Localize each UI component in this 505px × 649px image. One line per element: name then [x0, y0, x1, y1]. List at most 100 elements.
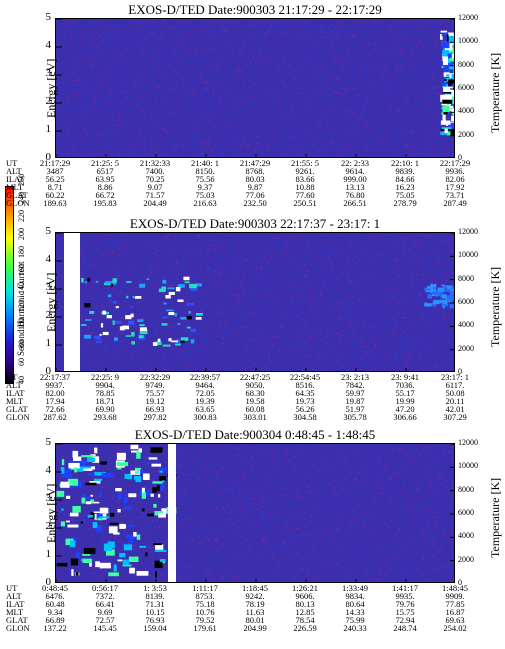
table-cell: 9.69	[97, 607, 113, 617]
table-cell: 56.26	[295, 404, 315, 414]
colorbar-tick: 60	[17, 358, 26, 366]
table-cell: 9937.	[45, 380, 65, 390]
table-cell: 50.08	[445, 388, 465, 398]
table-cell: 8150.	[195, 166, 215, 176]
spectrogram-plot	[55, 443, 455, 583]
emission-feature	[56, 444, 177, 578]
table-cell: 303.01	[243, 412, 267, 422]
y-right-tick-label: 10000	[458, 250, 478, 260]
table-cell: 11.63	[245, 607, 265, 617]
table-cell: 10.15	[145, 607, 165, 617]
spectrogram-svg	[56, 233, 454, 371]
y-tick-label: 3	[45, 281, 52, 293]
table-row-label: GLAT	[6, 404, 28, 414]
axis-ticks	[56, 444, 454, 582]
table-cell: 66.72	[95, 190, 115, 200]
table-cell: 66.93	[145, 404, 165, 414]
table-cell: 78.54	[295, 615, 315, 625]
table-cell: 77.06	[245, 190, 265, 200]
table-cell: 64.35	[295, 388, 315, 398]
table-cell: 1: 3:53	[143, 583, 167, 593]
table-cell: 306.66	[393, 412, 417, 422]
table-cell: 195.83	[93, 198, 117, 208]
table-cell: 69.90	[95, 404, 115, 414]
table-cell: 76.93	[145, 615, 165, 625]
table-cell: 9839.	[395, 166, 415, 176]
table-cell: 82.00	[45, 388, 65, 398]
table-cell: 19.39	[195, 396, 215, 406]
y-tick-label: 0	[45, 151, 52, 163]
table-cell: 9936.	[445, 166, 465, 176]
table-cell: 19.87	[345, 396, 365, 406]
table-cell: 137.22	[43, 623, 67, 633]
table-row-label: UT	[6, 583, 18, 593]
y-tick-label: 5	[45, 11, 52, 23]
table-cell: 79.52	[195, 615, 215, 625]
table-cell: 204.49	[143, 198, 167, 208]
table-cell: 226.59	[293, 623, 317, 633]
table-cell: 71.57	[145, 190, 165, 200]
table-cell: 8516.	[295, 380, 315, 390]
y-right-tick-label: 0	[458, 578, 462, 587]
table-cell: 72.57	[95, 615, 115, 625]
table-cell: 22:39:57	[189, 372, 221, 382]
colorbar-label: Second Harmonic Current	[16, 261, 26, 356]
table-cell: 75.57	[145, 388, 165, 398]
table-cell: 21:40: 1	[190, 158, 220, 168]
table-cell: 80.01	[245, 615, 265, 625]
table-cell: 3487	[46, 166, 64, 176]
table-cell: 21:25: 5	[90, 158, 120, 168]
y-right-axis-label: Temperature [K]	[488, 477, 502, 558]
table-cell: 1:48:45	[442, 583, 468, 593]
table-row-label: GLON	[6, 198, 30, 208]
table-cell: 21:55: 5	[290, 158, 320, 168]
y-right-tick-label: 12000	[458, 227, 478, 236]
table-cell: 20.11	[445, 396, 465, 406]
spectrogram-svg	[56, 19, 454, 157]
table-cell: 145.45	[93, 623, 117, 633]
y-right-tick-label: 8000	[458, 273, 474, 283]
table-cell: 60.22	[45, 190, 65, 200]
table-cell: 42.01	[445, 404, 465, 414]
table-cell: 1:41:17	[392, 583, 418, 593]
table-cell: 22:17:29	[439, 158, 471, 168]
table-cell: 9749.	[145, 380, 165, 390]
y-tick-label: 1	[45, 337, 52, 349]
table-cell: 66.89	[45, 615, 65, 625]
y-tick-label: 3	[45, 492, 52, 504]
table-cell: 23:17: 1	[440, 372, 470, 382]
table-cell: 72.05	[195, 388, 215, 398]
y-right-axis-label: Temperature [K]	[488, 52, 502, 133]
table-cell: 19.73	[295, 396, 315, 406]
table-cell: 12.85	[295, 607, 315, 617]
table-cell: 22:25: 9	[90, 372, 120, 382]
data-gap	[168, 444, 176, 582]
table-cell: 63.95	[95, 174, 115, 184]
table-cell: 55.17	[395, 388, 415, 398]
table-cell: 19.99	[395, 396, 415, 406]
table-row-label: MLT	[6, 182, 24, 192]
table-cell: 51.97	[345, 404, 365, 414]
table-cell: 75.03	[195, 190, 215, 200]
table-cell: 77.60	[295, 190, 315, 200]
table-cell: 204.99	[243, 623, 267, 633]
spectrogram-plot	[55, 18, 455, 158]
table-cell: 70.25	[145, 174, 165, 184]
table-cell: 9909.	[445, 591, 465, 601]
table-cell: 8.71	[47, 182, 63, 192]
table-cell: 68.30	[245, 388, 265, 398]
y-right-tick-label: 2000	[458, 343, 474, 353]
table-cell: 77.85	[445, 599, 465, 609]
data-gap	[64, 233, 80, 371]
table-cell: 23: 2:13	[340, 372, 370, 382]
table-cell: 300.83	[193, 412, 217, 422]
table-cell: 1:33:49	[342, 583, 368, 593]
y-right-tick-label: 8000	[458, 484, 474, 494]
table-cell: 9834.	[345, 591, 365, 601]
chart-title: EXOS-D/TED Date:900303 22:17:37 - 23:17:…	[129, 216, 381, 231]
table-cell: 21:47:29	[239, 158, 271, 168]
table-cell: 22:47:25	[239, 372, 271, 382]
table-cell: 22:54:45	[289, 372, 321, 382]
table-cell: 13.13	[345, 182, 365, 192]
table-cell: 305.78	[343, 412, 367, 422]
